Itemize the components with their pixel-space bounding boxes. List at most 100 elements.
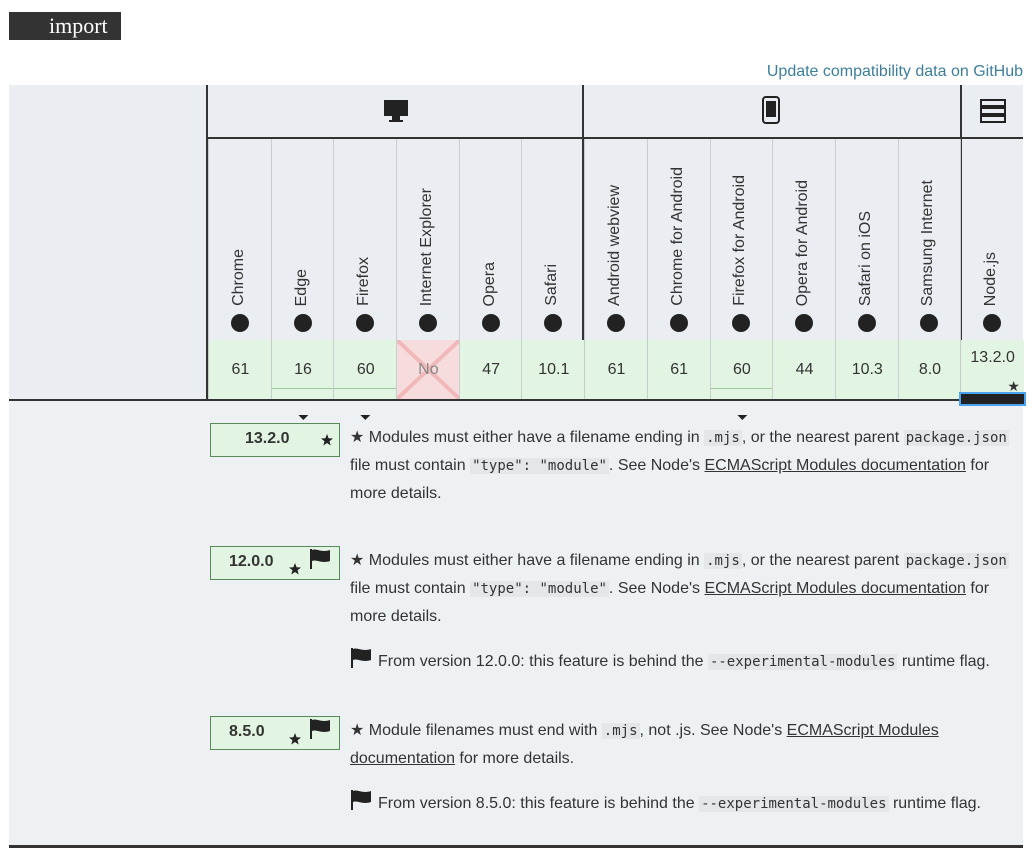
note-paragraph: ★ Modules must either have a filename en… xyxy=(350,424,1010,507)
browser-header: Edge xyxy=(270,139,334,340)
support-value: 10.3 xyxy=(851,361,883,378)
support-cell: 61 xyxy=(208,340,272,399)
version: 8.5.0 xyxy=(229,723,265,740)
text: , not .js. See Node's xyxy=(639,722,787,739)
doc-link[interactable]: ECMAScript Modules documentation xyxy=(704,580,966,597)
code: --experimental-modules xyxy=(707,654,898,670)
star-icon xyxy=(289,563,301,575)
browser-icon xyxy=(230,314,249,332)
browser-icon xyxy=(293,314,312,332)
browser-name: Chrome xyxy=(229,249,247,306)
text: for more details. xyxy=(350,580,990,625)
support-cell: 60 xyxy=(333,340,398,420)
text: ★ Modules must either have a filename en… xyxy=(350,429,705,446)
support-cell: 13.2.0 ★ xyxy=(959,340,1026,406)
code: package.json xyxy=(903,553,1009,569)
doc-link[interactable]: ECMAScript Modules documentation xyxy=(704,457,966,474)
flag-icon xyxy=(351,648,371,668)
flag xyxy=(309,549,331,580)
support-value: No xyxy=(418,361,439,378)
browser-name: Internet Explorer xyxy=(417,187,435,306)
notes-toggle[interactable] xyxy=(271,388,335,420)
support-value: 47 xyxy=(482,361,500,378)
flag-icon xyxy=(351,790,371,810)
text: ★ Modules must either have a filename en… xyxy=(350,552,705,569)
support-value: 61 xyxy=(231,361,250,378)
support-cell: 44 xyxy=(772,340,836,399)
support-cell: 16 xyxy=(270,340,335,420)
version-box: 13.2.0 xyxy=(210,423,340,457)
note-paragraph: ★ Module filenames must end with .mjs, n… xyxy=(350,717,1010,772)
browser-icon xyxy=(732,314,751,332)
version: 12.0.0 xyxy=(229,553,274,570)
browser-name: Opera xyxy=(480,261,498,306)
code: --experimental-modules xyxy=(699,796,889,812)
support-value: 16 xyxy=(294,361,312,378)
browser-header: Android webview xyxy=(584,139,647,340)
version: 13.2.0 xyxy=(245,430,290,447)
browser-name: Safari xyxy=(543,264,561,306)
browser-name: Firefox xyxy=(355,257,373,306)
flag-icon xyxy=(310,549,330,569)
support-cell: 60 xyxy=(709,340,774,420)
support-cell: 61 xyxy=(584,340,648,399)
browser-icon xyxy=(481,314,500,332)
notes-panel xyxy=(9,400,1023,845)
browser-header: Safari on iOS xyxy=(834,139,898,340)
server-icon xyxy=(980,99,1006,123)
browser-header: Firefox for Android xyxy=(709,139,773,340)
text: for more details. xyxy=(454,750,575,767)
row-border xyxy=(9,399,1023,401)
notes-toggle[interactable] xyxy=(710,388,774,420)
support-value: 10.1 xyxy=(538,361,570,378)
note-paragraph: From version 12.0.0: this feature is beh… xyxy=(350,648,1010,677)
browser-header: Samsung Internet xyxy=(897,139,961,340)
column-border xyxy=(206,85,208,400)
browser-header: Safari xyxy=(521,139,584,340)
code: "type": "module" xyxy=(470,458,609,474)
row-border xyxy=(208,137,1023,139)
desktop-icon xyxy=(384,100,408,122)
note-text: ★ Modules must either have a filename en… xyxy=(350,547,1010,695)
support-cell: 8.0 xyxy=(897,340,962,399)
browser-icon xyxy=(795,314,814,332)
update-link[interactable]: Update compatibility data on GitHub xyxy=(766,63,1023,80)
support-cell: No xyxy=(396,340,460,399)
code: .mjs xyxy=(704,553,742,569)
text: ★ Module filenames must end with xyxy=(350,722,602,739)
toggle-arrow xyxy=(298,415,309,420)
browser-name: Firefox for Android xyxy=(731,175,749,306)
code: "type": "module" xyxy=(470,581,609,597)
code: .mjs xyxy=(601,723,640,739)
support-value: 60 xyxy=(732,361,751,378)
browser-name: Node.js xyxy=(982,251,1000,306)
browser-icon xyxy=(544,314,563,332)
support-value: 8.0 xyxy=(918,361,942,378)
text: . See Node's xyxy=(608,580,705,597)
no-cross xyxy=(397,340,460,399)
text: runtime flag. xyxy=(888,795,981,812)
doc-link[interactable]: ECMAScript Modules documentation xyxy=(350,722,939,767)
browser-name: Opera for Android xyxy=(794,179,812,306)
notes-toggle[interactable] xyxy=(334,388,398,420)
column-border xyxy=(582,85,584,340)
browser-icon xyxy=(983,314,1002,332)
text: runtime flag. xyxy=(897,653,990,670)
note-text: ★ Module filenames must end with .mjs, n… xyxy=(350,717,1010,837)
toggle-arrow xyxy=(360,415,371,420)
note-text: ★ Modules must either have a filename en… xyxy=(350,424,1010,525)
browser-header: Chrome for Android xyxy=(646,139,710,340)
browser-header: Opera for Android xyxy=(772,139,835,340)
browser-header: Firefox xyxy=(333,139,396,340)
browser-name: Safari on iOS xyxy=(856,210,874,306)
browser-header: Node.js xyxy=(960,139,1023,340)
browser-icon xyxy=(418,314,437,332)
flag xyxy=(350,648,372,677)
support-cell: 61 xyxy=(646,340,711,399)
flag xyxy=(309,719,331,750)
text: . See Node's xyxy=(608,457,705,474)
expand-toggle[interactable] xyxy=(959,392,1026,406)
text: From version 12.0.0: this feature is beh… xyxy=(378,653,708,670)
support-cell: 10.3 xyxy=(834,340,899,399)
